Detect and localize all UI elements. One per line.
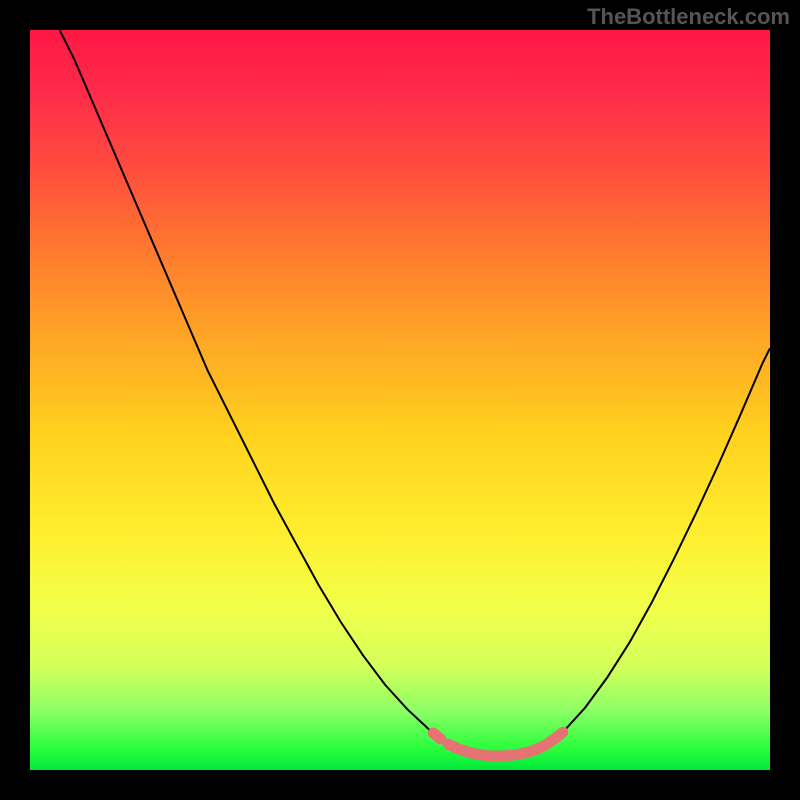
plot-background <box>30 30 770 770</box>
watermark-text: TheBottleneck.com <box>587 4 790 30</box>
bottleneck-chart <box>0 0 800 800</box>
chart-container: { "watermark": { "text": "TheBottleneck.… <box>0 0 800 800</box>
highlight-segment <box>433 733 440 739</box>
